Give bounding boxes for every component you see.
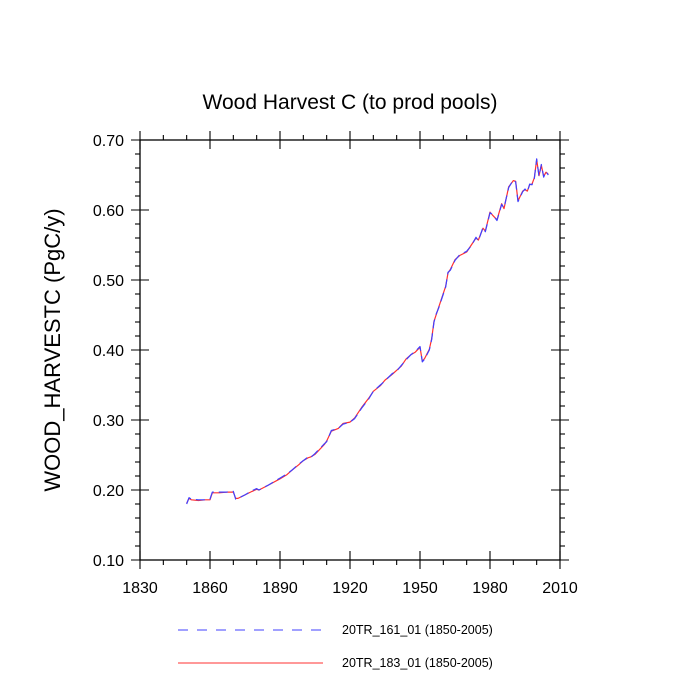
y-tick-label: 0.70 <box>93 133 124 150</box>
legend-label-1: 20TR_161_01 (1850-2005) <box>342 623 493 637</box>
y-tick-label: 0.50 <box>93 273 124 290</box>
legend: 20TR_161_01 (1850-2005) 20TR_183_01 (1850… <box>178 623 493 670</box>
x-tick-label: 1980 <box>472 580 508 597</box>
x-tick-label: 1830 <box>122 580 158 597</box>
series-line-20tr-161-01 <box>186 158 549 505</box>
x-tick-label: 1860 <box>192 580 228 597</box>
y-axis-label: WOOD_HARVESTC (PgC/y) <box>40 208 65 491</box>
chart-title: Wood Harvest C (to prod pools) <box>203 91 498 114</box>
x-tick-label: 1950 <box>402 580 438 597</box>
axis-ticks <box>131 131 569 569</box>
x-tick-label: 2010 <box>542 580 578 597</box>
y-tick-label: 0.60 <box>93 203 124 220</box>
y-tick-label: 0.10 <box>93 553 124 570</box>
data-series <box>186 158 549 505</box>
y-tick-label: 0.40 <box>93 343 124 360</box>
y-tick-label: 0.20 <box>93 483 124 500</box>
plot-area-frame <box>139 139 561 561</box>
x-tick-label: 1920 <box>332 580 368 597</box>
series-line-20tr-183-01 <box>186 159 549 504</box>
y-tick-label: 0.30 <box>93 413 124 430</box>
x-tick-label: 1890 <box>262 580 298 597</box>
legend-label-2: 20TR_183_01 (1850-2005) <box>342 656 493 670</box>
axis-tick-labels: 1830 1860 1890 1920 1950 1980 2010 0.10 0.20 0.30… <box>93 133 578 597</box>
